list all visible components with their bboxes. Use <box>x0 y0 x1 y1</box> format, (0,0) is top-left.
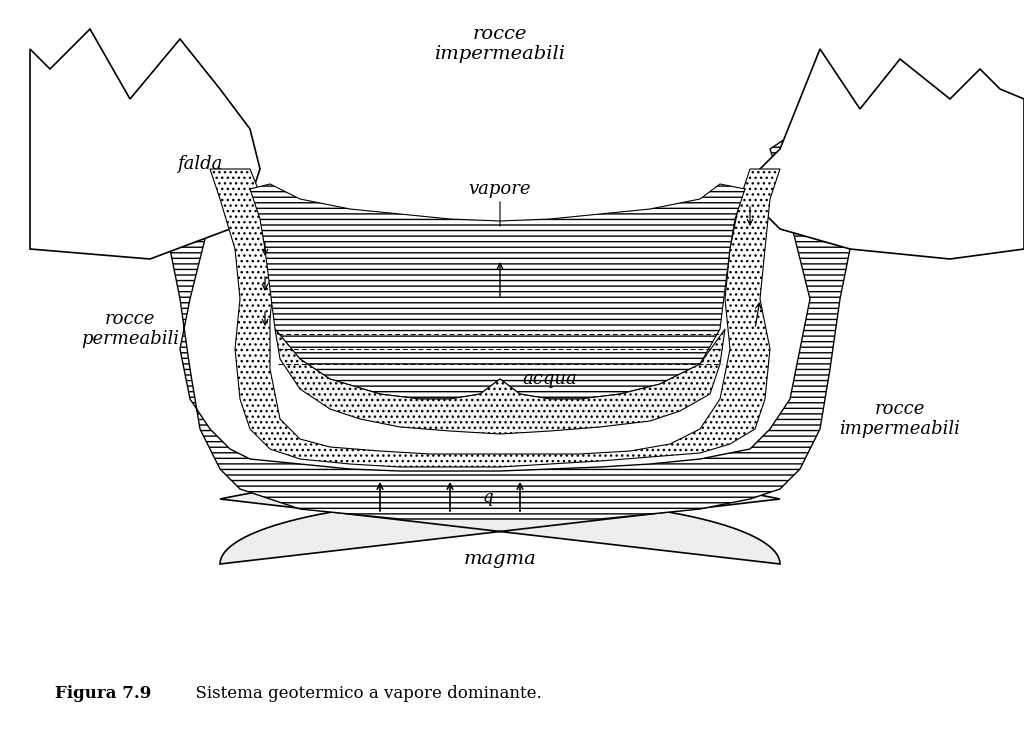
Text: falda: falda <box>177 155 222 173</box>
Text: rocce
impermeabili: rocce impermeabili <box>434 25 565 64</box>
Polygon shape <box>30 29 260 259</box>
Polygon shape <box>275 329 725 434</box>
Polygon shape <box>150 129 850 519</box>
Text: magma: magma <box>464 550 537 568</box>
Text: Figura 7.9: Figura 7.9 <box>55 685 152 703</box>
Text: acqua: acqua <box>522 370 578 388</box>
Polygon shape <box>250 184 745 399</box>
Text: Sistema geotermico a vapore dominante.: Sistema geotermico a vapore dominante. <box>185 685 542 703</box>
Polygon shape <box>210 169 780 467</box>
Polygon shape <box>750 49 1024 259</box>
Text: q: q <box>482 488 494 506</box>
Text: rocce
impermeabili: rocce impermeabili <box>840 400 961 438</box>
Text: vapore: vapore <box>469 180 531 198</box>
Text: rocce
permeabili: rocce permeabili <box>81 309 179 348</box>
Polygon shape <box>220 487 780 564</box>
